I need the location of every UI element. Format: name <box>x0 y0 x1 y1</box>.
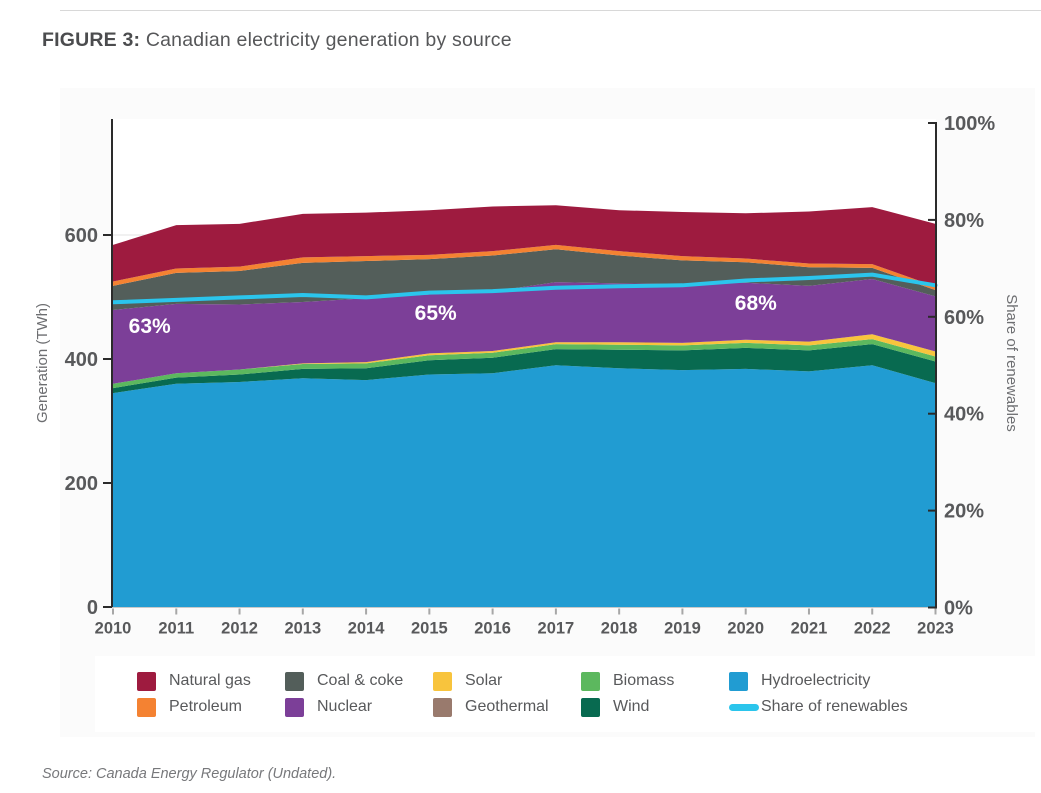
legend-swatch-hydroelectricity <box>729 671 748 691</box>
area-natural-gas <box>113 205 936 287</box>
legend-label-petroleum: Petroleum <box>169 698 242 715</box>
x-tick-label-2014: 2014 <box>348 620 386 638</box>
legend-swatch-share-of-renewables <box>729 703 759 711</box>
right-tick-label-60: 60% <box>944 307 984 329</box>
area-hydroelectricity <box>113 365 936 607</box>
x-tick-label-2012: 2012 <box>221 620 258 638</box>
area-biomass <box>113 339 936 389</box>
legend-label-share-of-renewables: Share of renewables <box>761 698 908 715</box>
right-axis-title: Share of renewables <box>1003 294 1020 432</box>
legend-label-biomass: Biomass <box>613 672 675 689</box>
legend-item-natural-gas: Natural gas <box>137 668 285 694</box>
legend-item-geothermal: Geothermal <box>433 694 581 720</box>
legend-label-geothermal: Geothermal <box>465 698 549 715</box>
chart-legend: Natural gas Petroleum Coal & coke Nuclear So… <box>137 668 908 720</box>
legend-label-solar: Solar <box>465 672 503 689</box>
legend-swatch-biomass <box>581 671 600 691</box>
x-tick-label-2011: 2011 <box>158 620 194 638</box>
legend-item-wind: Wind <box>581 694 729 720</box>
top-divider <box>60 10 1041 11</box>
legend-item-coal-coke: Coal & coke <box>285 668 433 694</box>
x-tick-label-2020: 2020 <box>727 620 764 638</box>
annotation-63pct: 63% <box>129 315 171 338</box>
legend-label-wind: Wind <box>613 698 650 715</box>
legend-label-natural-gas: Natural gas <box>169 672 251 689</box>
left-tick-label-600: 600 <box>65 225 98 247</box>
chart-canvas: 0 200 400 600 0% 20% 40% 60% 80% 100% 2010 2011 2012… <box>34 113 1020 638</box>
legend-item-hydroelectricity: Hydroelectricity <box>729 668 877 694</box>
x-tick-label-2016: 2016 <box>474 620 511 638</box>
legend-swatch-geothermal <box>433 697 452 717</box>
annotation-68pct: 68% <box>735 292 777 315</box>
figure-title: FIGURE 3: Canadian electricity generatio… <box>42 29 512 52</box>
legend-swatch-natural-gas <box>137 671 156 691</box>
legend-label-coal-coke: Coal & coke <box>317 672 404 689</box>
x-tick-label-2021: 2021 <box>791 620 828 638</box>
x-tick-label-2018: 2018 <box>601 620 638 638</box>
right-tick-label-100: 100% <box>944 113 995 135</box>
left-tick-label-0: 0 <box>87 597 98 619</box>
annotation-65pct: 65% <box>415 302 457 325</box>
legend-background <box>95 656 1035 732</box>
left-axis-title: Generation (TWh) <box>34 303 51 423</box>
legend-item-solar: Solar <box>433 668 581 694</box>
right-tick-label-40: 40% <box>944 404 984 426</box>
source-citation: Source: Canada Energy Regulator (Undated… <box>42 766 337 782</box>
share-of-renewables-line <box>111 272 938 305</box>
area-solar <box>113 334 936 384</box>
legend-item-biomass: Biomass <box>581 668 729 694</box>
right-tick-label-0: 0% <box>944 598 973 620</box>
legend-item-share-of-renewables: Share of renewables <box>729 694 908 720</box>
legend-swatch-solar <box>433 671 452 691</box>
legend-label-hydroelectricity: Hydroelectricity <box>761 672 871 689</box>
left-tick-label-200: 200 <box>65 473 98 495</box>
x-tick-label-2022: 2022 <box>854 620 891 638</box>
legend-swatch-nuclear <box>285 697 304 717</box>
legend-label-nuclear: Nuclear <box>317 698 373 715</box>
right-tick-label-20: 20% <box>944 501 984 523</box>
figure-number: FIGURE 3: <box>42 29 141 51</box>
legend-item-petroleum: Petroleum <box>137 694 285 720</box>
x-tick-label-2023: 2023 <box>917 620 954 638</box>
figure-title-text: Canadian electricity generation by sourc… <box>140 29 512 51</box>
x-tick-label-2010: 2010 <box>95 620 132 638</box>
x-tick-label-2019: 2019 <box>664 620 701 638</box>
legend-swatch-coal-coke <box>285 671 304 691</box>
area-nuclear <box>113 279 936 384</box>
x-tick-label-2013: 2013 <box>284 620 321 638</box>
legend-swatch-wind <box>581 697 600 717</box>
right-tick-label-80: 80% <box>944 210 984 232</box>
legend-item-nuclear: Nuclear <box>285 694 433 720</box>
x-tick-label-2015: 2015 <box>411 620 448 638</box>
area-wind <box>113 344 936 394</box>
left-tick-label-400: 400 <box>65 349 98 371</box>
legend-swatch-petroleum <box>137 697 156 717</box>
x-tick-label-2017: 2017 <box>538 620 575 638</box>
